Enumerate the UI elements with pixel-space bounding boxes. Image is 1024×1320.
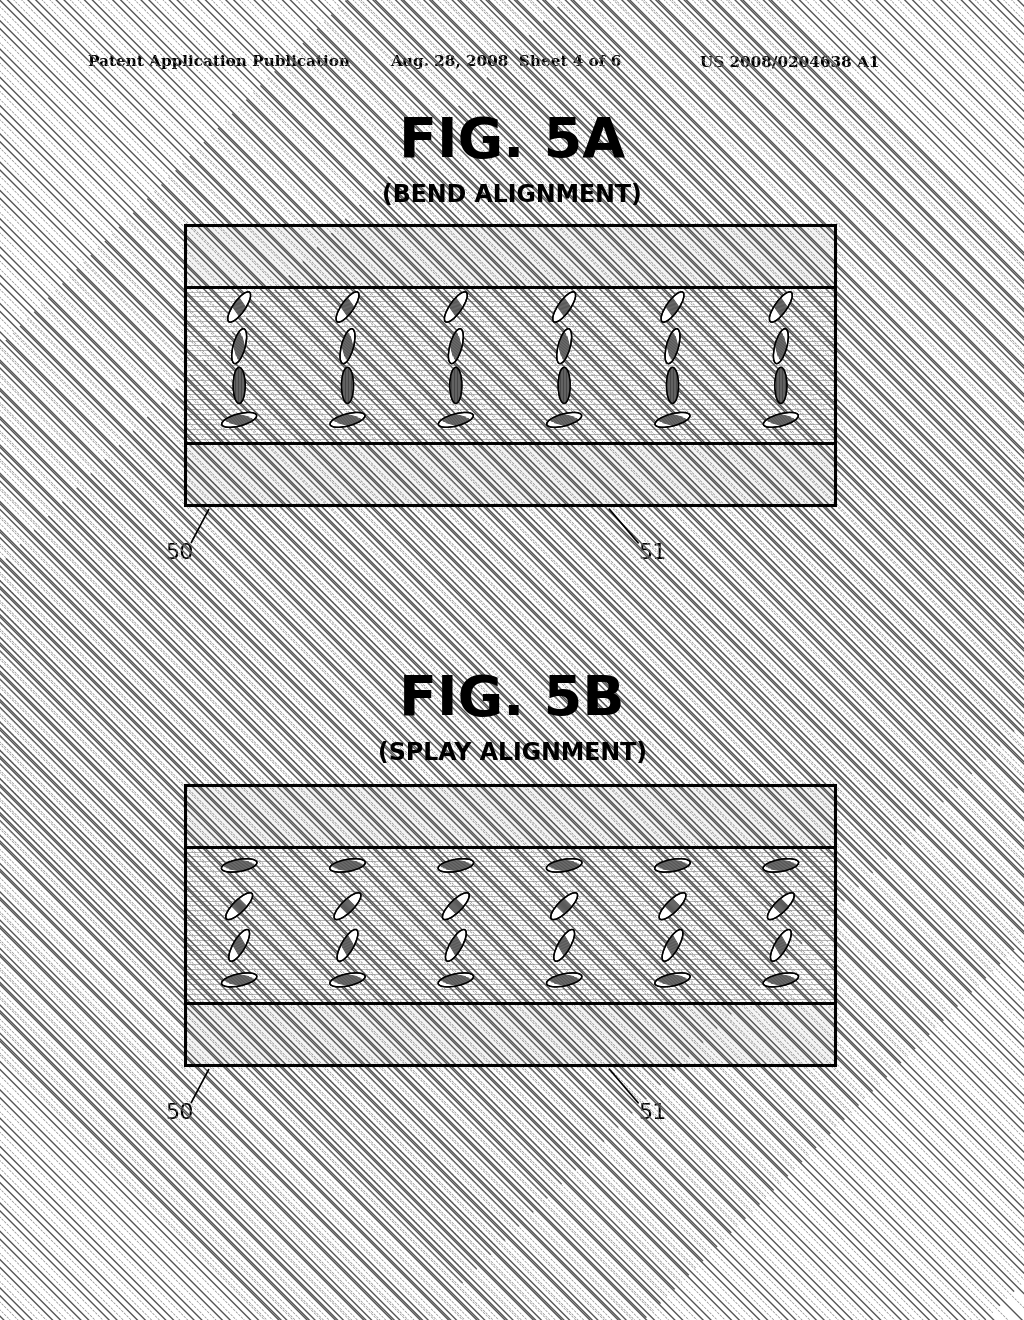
Ellipse shape bbox=[225, 892, 253, 920]
Text: FIG. 5A: FIG. 5A bbox=[399, 115, 625, 169]
Ellipse shape bbox=[228, 929, 250, 961]
Ellipse shape bbox=[655, 973, 690, 987]
Text: (SPLAY ALIGNMENT): (SPLAY ALIGNMENT) bbox=[378, 741, 646, 766]
Ellipse shape bbox=[341, 367, 353, 404]
Ellipse shape bbox=[330, 412, 365, 428]
Bar bbox=[185, 444, 835, 506]
Ellipse shape bbox=[553, 292, 575, 322]
Ellipse shape bbox=[763, 412, 799, 428]
Ellipse shape bbox=[330, 859, 366, 873]
Bar bbox=[185, 224, 835, 506]
Ellipse shape bbox=[221, 859, 257, 873]
Text: 50: 50 bbox=[166, 1104, 195, 1123]
Bar bbox=[185, 224, 835, 286]
Ellipse shape bbox=[770, 929, 792, 961]
Ellipse shape bbox=[450, 367, 462, 404]
Ellipse shape bbox=[336, 292, 359, 322]
Ellipse shape bbox=[662, 292, 684, 322]
Bar bbox=[185, 846, 835, 1003]
Ellipse shape bbox=[659, 892, 686, 920]
Bar bbox=[185, 224, 835, 286]
Ellipse shape bbox=[665, 329, 680, 363]
Ellipse shape bbox=[558, 367, 570, 404]
Ellipse shape bbox=[554, 929, 574, 961]
Ellipse shape bbox=[221, 973, 257, 987]
Bar bbox=[185, 785, 835, 1065]
Bar bbox=[185, 1003, 835, 1065]
Bar bbox=[185, 286, 835, 444]
Ellipse shape bbox=[769, 292, 793, 322]
Bar bbox=[185, 444, 835, 506]
Text: 50: 50 bbox=[166, 543, 195, 564]
Text: Patent Application Publication: Patent Application Publication bbox=[88, 55, 350, 69]
Bar bbox=[185, 224, 835, 286]
Bar bbox=[185, 785, 835, 846]
Bar bbox=[185, 444, 835, 506]
Ellipse shape bbox=[663, 929, 683, 961]
Ellipse shape bbox=[438, 412, 473, 428]
Ellipse shape bbox=[334, 892, 360, 920]
Ellipse shape bbox=[340, 329, 355, 363]
Bar bbox=[185, 224, 835, 286]
Ellipse shape bbox=[654, 859, 690, 873]
Ellipse shape bbox=[438, 973, 473, 987]
Text: Aug. 28, 2008  Sheet 4 of 6: Aug. 28, 2008 Sheet 4 of 6 bbox=[390, 55, 622, 69]
Ellipse shape bbox=[667, 367, 679, 404]
Ellipse shape bbox=[445, 929, 466, 961]
Bar bbox=[185, 1003, 835, 1065]
Ellipse shape bbox=[222, 412, 257, 428]
Ellipse shape bbox=[557, 329, 571, 363]
Ellipse shape bbox=[767, 892, 795, 920]
Ellipse shape bbox=[547, 973, 582, 987]
Ellipse shape bbox=[227, 292, 251, 322]
Ellipse shape bbox=[449, 329, 463, 363]
Ellipse shape bbox=[438, 859, 473, 873]
Ellipse shape bbox=[763, 859, 799, 873]
Text: 51: 51 bbox=[639, 1104, 668, 1123]
Bar bbox=[185, 444, 835, 506]
Bar bbox=[185, 785, 835, 846]
Ellipse shape bbox=[547, 412, 582, 428]
Ellipse shape bbox=[547, 859, 582, 873]
Bar bbox=[185, 1003, 835, 1065]
Ellipse shape bbox=[655, 412, 690, 428]
Ellipse shape bbox=[442, 892, 469, 920]
Text: US 2008/0204638 A1: US 2008/0204638 A1 bbox=[700, 55, 880, 69]
Bar bbox=[185, 785, 835, 846]
Text: 51: 51 bbox=[639, 543, 668, 564]
Ellipse shape bbox=[231, 329, 247, 363]
Ellipse shape bbox=[444, 292, 467, 322]
Ellipse shape bbox=[763, 973, 799, 987]
Ellipse shape bbox=[330, 973, 366, 987]
Ellipse shape bbox=[337, 929, 358, 961]
Text: FIG. 5B: FIG. 5B bbox=[399, 673, 625, 727]
Ellipse shape bbox=[775, 367, 786, 404]
Text: (BEND ALIGNMENT): (BEND ALIGNMENT) bbox=[382, 183, 642, 207]
Bar bbox=[185, 1003, 835, 1065]
Ellipse shape bbox=[773, 329, 788, 363]
Ellipse shape bbox=[233, 367, 245, 404]
Ellipse shape bbox=[551, 892, 578, 920]
Bar bbox=[185, 785, 835, 846]
